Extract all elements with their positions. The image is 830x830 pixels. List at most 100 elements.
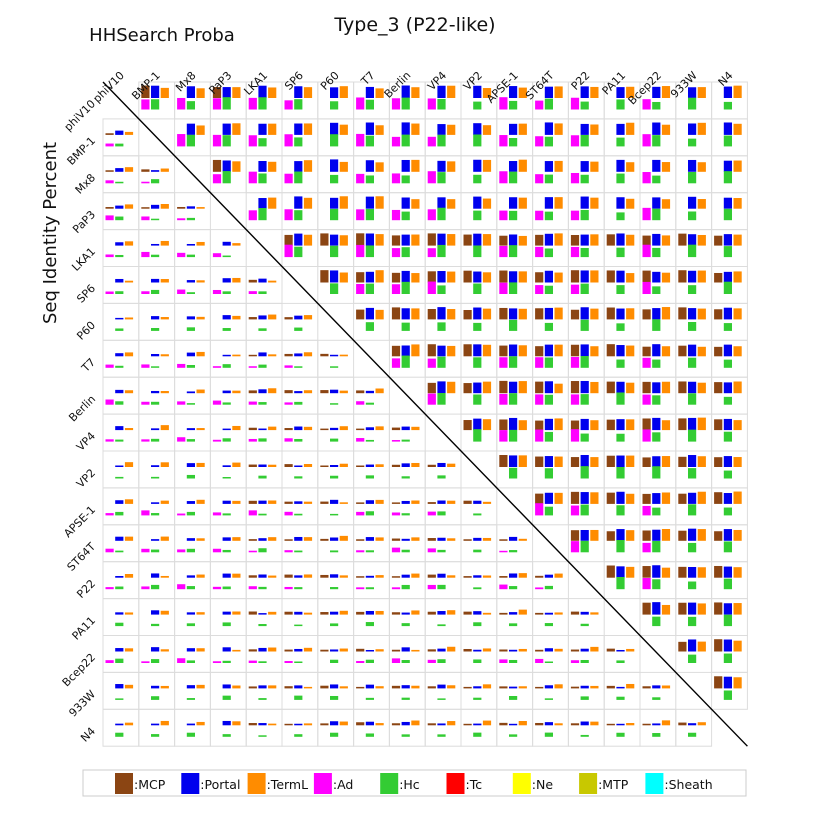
- hc-bar: [437, 475, 446, 479]
- ad-bar: [105, 291, 114, 294]
- portal-bar: [544, 492, 553, 504]
- column-label: P22: [569, 69, 593, 93]
- hc-bar: [294, 366, 303, 368]
- mcp-bar: [570, 234, 580, 246]
- portal-bar: [437, 381, 446, 394]
- portal-bar: [509, 123, 518, 135]
- grid-cell: [353, 708, 390, 747]
- portal-bar: [401, 234, 410, 246]
- ad-bar: [284, 134, 293, 147]
- hc-bar: [580, 466, 589, 479]
- hc-bar: [616, 392, 625, 405]
- hc-bar: [473, 697, 482, 700]
- mcp-bar: [391, 576, 401, 578]
- hc-bar: [294, 550, 303, 553]
- ad-bar: [570, 660, 580, 663]
- portal-bar: [580, 123, 589, 135]
- hc-bar: [473, 587, 482, 590]
- portal-bar: [473, 123, 482, 135]
- mcp-bar: [678, 233, 687, 246]
- ad-bar: [212, 134, 222, 147]
- ad-bar: [535, 658, 544, 663]
- ad-bar: [141, 510, 150, 516]
- grid-cell: [209, 671, 247, 710]
- portal-bar: [723, 603, 732, 615]
- grid-cell: [388, 524, 426, 563]
- legend-swatch: [247, 773, 266, 794]
- ad-bar: [248, 366, 257, 368]
- ad-bar: [356, 133, 365, 147]
- terml-bar: [160, 425, 169, 431]
- ad-bar: [499, 135, 508, 147]
- terml-bar: [375, 464, 384, 467]
- ad-bar: [212, 400, 222, 405]
- grid-cell: [281, 450, 319, 489]
- terml-bar: [554, 307, 563, 320]
- portal-bar: [688, 528, 697, 541]
- column-label: phiV10: [91, 69, 127, 105]
- hc-bar: [330, 245, 339, 258]
- grid-cell: [460, 671, 498, 710]
- portal-bar: [294, 501, 303, 504]
- portal-bar: [544, 307, 553, 320]
- terml-bar: [303, 647, 313, 652]
- terml-bar: [554, 648, 563, 652]
- portal-bar: [688, 723, 697, 726]
- terml-bar: [590, 197, 599, 209]
- mcp-bar: [714, 676, 723, 689]
- ad-bar: [427, 98, 436, 110]
- terml-bar: [196, 612, 205, 615]
- mcp-bar: [320, 270, 329, 283]
- grid-cell: [281, 487, 319, 526]
- mcp-bar: [714, 346, 723, 357]
- mcp-bar: [177, 206, 186, 209]
- portal-bar: [580, 196, 589, 209]
- portal-bar: [544, 197, 553, 209]
- hc-bar: [688, 393, 697, 405]
- row-label: N4: [78, 725, 98, 745]
- terml-bar: [232, 462, 241, 467]
- portal-bar: [473, 85, 482, 98]
- hc-bar: [365, 439, 374, 442]
- mcp-bar: [320, 649, 329, 652]
- terml-bar: [124, 684, 134, 689]
- portal-bar: [222, 611, 231, 615]
- portal-bar: [294, 391, 303, 394]
- portal-bar: [365, 122, 374, 135]
- hc-bar: [544, 506, 553, 516]
- hc-bar: [294, 476, 303, 479]
- ad-bar: [427, 281, 436, 294]
- hc-bar: [294, 513, 303, 516]
- portal-bar: [723, 86, 732, 98]
- ad-bar: [356, 587, 365, 590]
- terml-bar: [482, 159, 492, 172]
- portal-bar: [294, 233, 303, 246]
- hc-bar: [186, 474, 195, 479]
- hc-bar: [437, 659, 446, 663]
- grid-cell: [102, 708, 140, 747]
- portal-bar: [473, 649, 482, 652]
- terml-bar: [339, 463, 348, 467]
- row-label: 933W: [66, 688, 98, 720]
- mcp-bar: [391, 723, 401, 726]
- terml-bar: [518, 159, 527, 172]
- portal-bar: [151, 243, 160, 246]
- grid-cell: [675, 708, 713, 747]
- terml-bar: [196, 648, 205, 652]
- mcp-bar: [642, 346, 651, 357]
- ad-bar: [642, 134, 651, 147]
- terml-bar: [411, 234, 420, 246]
- portal-bar: [330, 499, 339, 504]
- ad-bar: [177, 584, 186, 590]
- portal-bar: [186, 316, 195, 320]
- terml-bar: [554, 86, 563, 98]
- mcp-bar: [535, 493, 544, 504]
- terml-bar: [447, 610, 456, 615]
- hc-bar: [580, 659, 589, 663]
- mcp-bar: [427, 574, 436, 578]
- grid-cell: [102, 266, 140, 304]
- terml-bar: [303, 87, 313, 98]
- terml-bar: [518, 235, 527, 246]
- terml-bar: [124, 352, 134, 357]
- mcp-bar: [248, 427, 257, 431]
